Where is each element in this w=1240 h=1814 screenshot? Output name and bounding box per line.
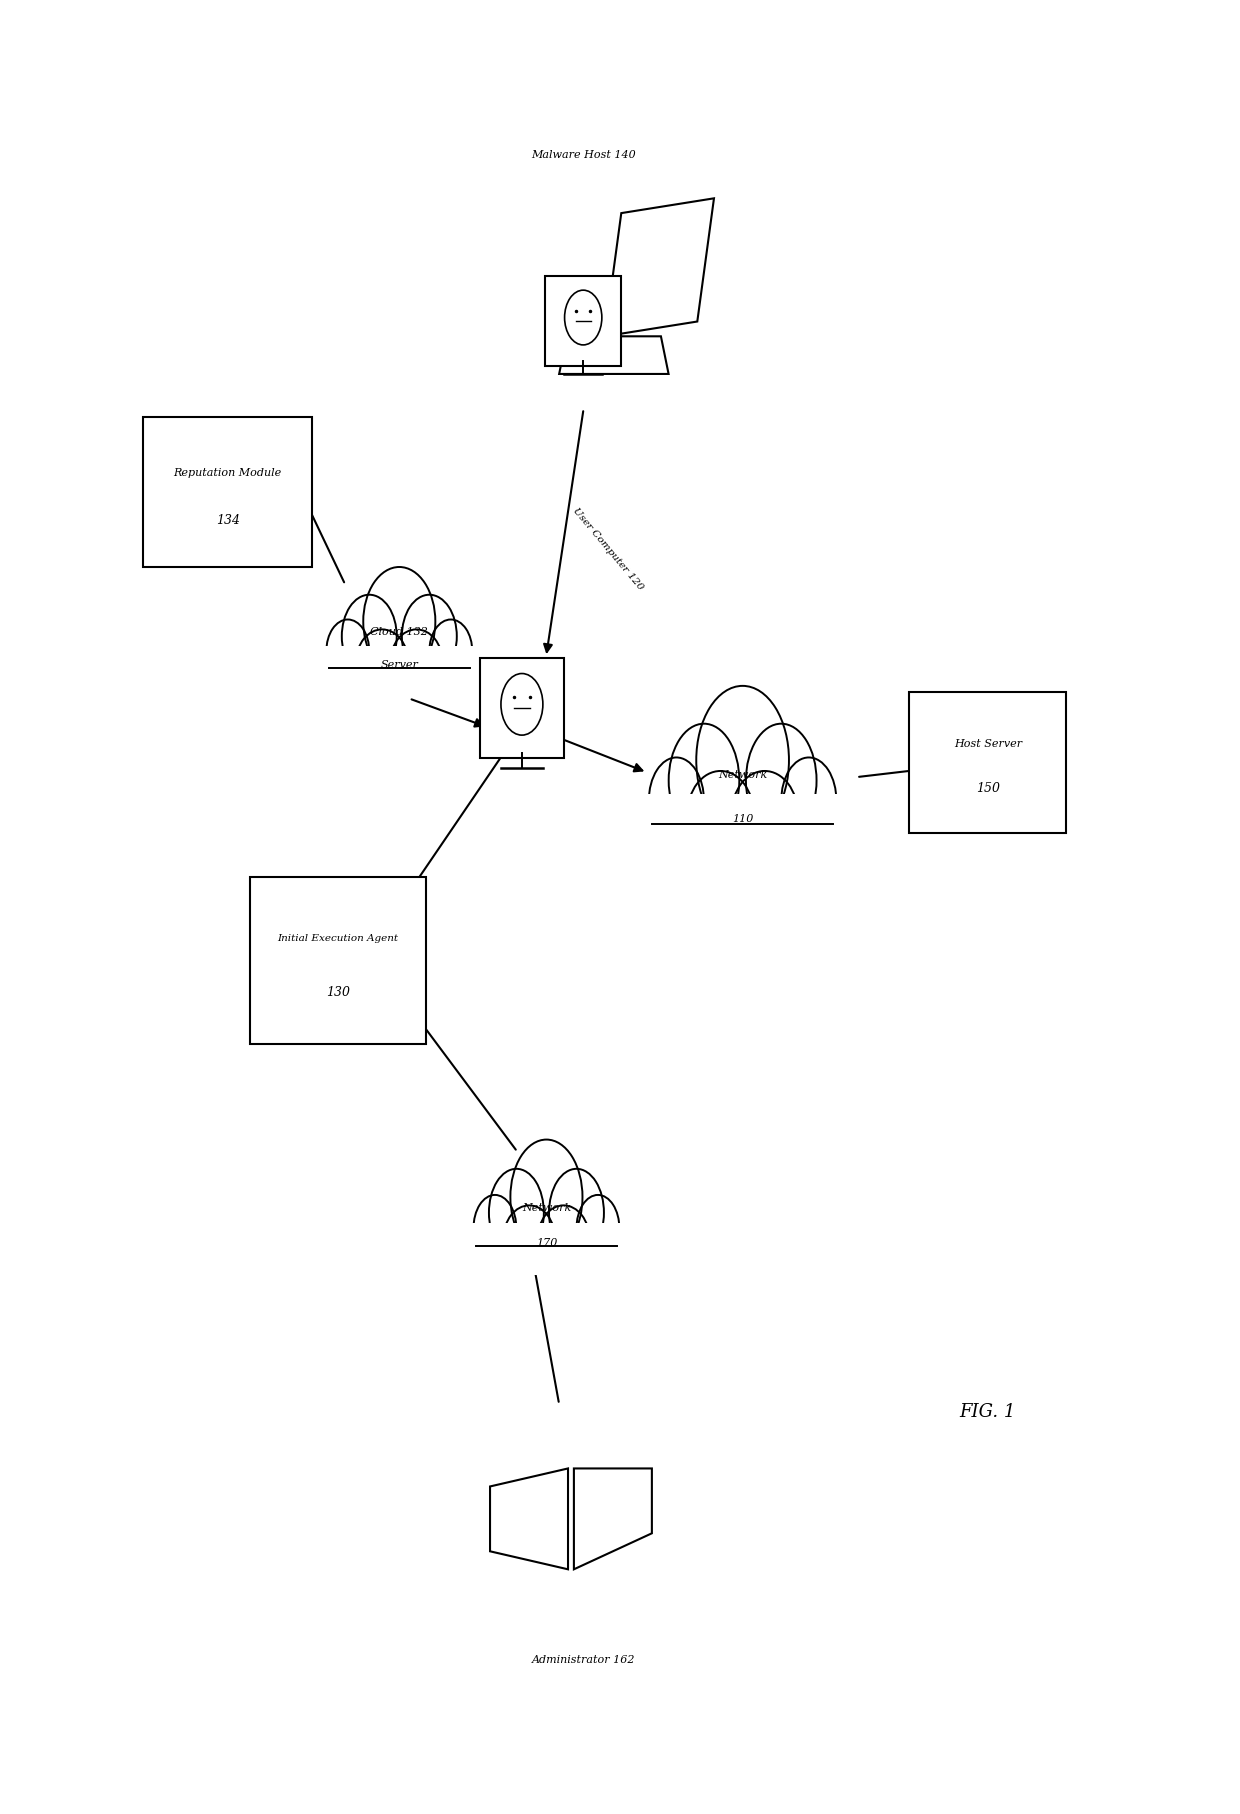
Ellipse shape	[687, 771, 754, 858]
Ellipse shape	[746, 724, 817, 838]
Circle shape	[501, 675, 543, 736]
FancyBboxPatch shape	[250, 878, 425, 1045]
Ellipse shape	[363, 568, 435, 677]
FancyBboxPatch shape	[471, 1223, 622, 1275]
Ellipse shape	[489, 1170, 544, 1257]
Ellipse shape	[577, 1195, 620, 1263]
Ellipse shape	[326, 620, 370, 684]
FancyBboxPatch shape	[909, 693, 1066, 833]
Ellipse shape	[511, 1139, 583, 1255]
Text: 110: 110	[732, 814, 753, 824]
Ellipse shape	[391, 629, 443, 693]
Polygon shape	[490, 1469, 568, 1569]
Ellipse shape	[549, 1170, 604, 1257]
FancyBboxPatch shape	[649, 775, 837, 854]
Ellipse shape	[342, 595, 397, 678]
Ellipse shape	[538, 1206, 589, 1273]
Text: Reputation Module: Reputation Module	[174, 468, 281, 477]
FancyBboxPatch shape	[646, 795, 839, 862]
Text: Network: Network	[522, 1203, 572, 1214]
Text: 130: 130	[326, 985, 350, 998]
Text: Initial Execution Agent: Initial Execution Agent	[278, 934, 398, 943]
Text: 150: 150	[976, 782, 999, 795]
Text: Cloud 132: Cloud 132	[371, 628, 428, 637]
Text: 170: 170	[536, 1237, 557, 1248]
Text: Administrator 162: Administrator 162	[532, 1654, 635, 1663]
Ellipse shape	[402, 595, 456, 678]
FancyBboxPatch shape	[546, 278, 621, 366]
Ellipse shape	[649, 758, 704, 845]
Text: User Computer 120: User Computer 120	[570, 506, 645, 591]
Ellipse shape	[356, 629, 408, 693]
FancyBboxPatch shape	[480, 658, 564, 758]
FancyBboxPatch shape	[324, 648, 475, 697]
FancyBboxPatch shape	[143, 419, 312, 568]
Ellipse shape	[668, 724, 739, 838]
FancyBboxPatch shape	[474, 1208, 620, 1270]
Ellipse shape	[503, 1206, 556, 1273]
Text: 134: 134	[216, 513, 239, 526]
Ellipse shape	[429, 620, 472, 684]
FancyBboxPatch shape	[326, 631, 472, 691]
Ellipse shape	[732, 771, 797, 858]
Circle shape	[564, 290, 601, 346]
Ellipse shape	[781, 758, 837, 845]
Polygon shape	[605, 200, 714, 337]
Polygon shape	[559, 337, 668, 375]
Text: Server: Server	[381, 660, 418, 669]
Text: FIG. 1: FIG. 1	[960, 1402, 1016, 1420]
Ellipse shape	[697, 686, 789, 834]
Polygon shape	[574, 1469, 652, 1569]
Ellipse shape	[474, 1195, 516, 1263]
Text: Malware Host 140: Malware Host 140	[531, 151, 636, 160]
Text: Network: Network	[718, 769, 768, 780]
Text: Host Server: Host Server	[954, 738, 1022, 749]
